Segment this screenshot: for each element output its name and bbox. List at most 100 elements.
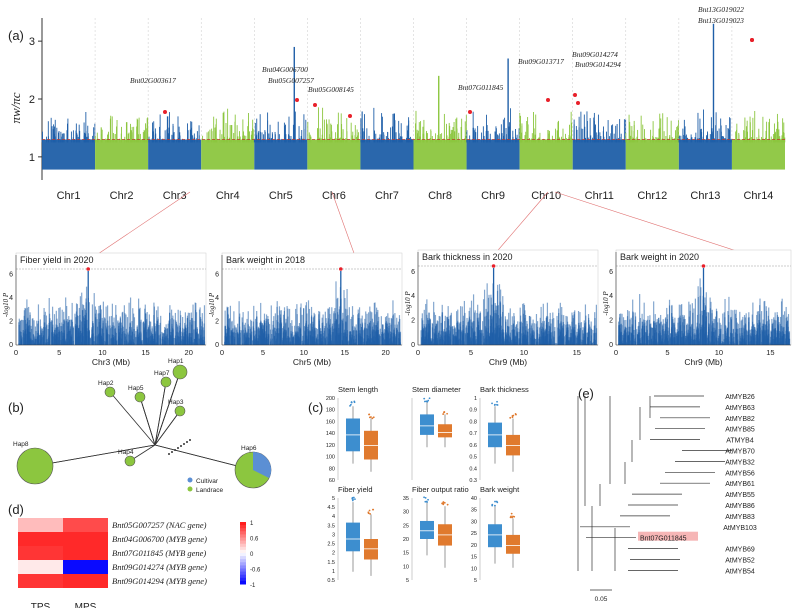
sub-point xyxy=(314,341,316,345)
sub-point xyxy=(201,321,203,345)
sub-point xyxy=(514,337,516,345)
sub-point xyxy=(22,320,24,345)
sub-point xyxy=(31,318,33,345)
sub-point xyxy=(155,343,157,345)
sub-point xyxy=(312,317,314,345)
sub-point xyxy=(69,330,71,345)
sub-point xyxy=(489,337,491,345)
sub-point xyxy=(422,339,424,345)
chromosome-band-chr4 xyxy=(201,108,255,170)
sub-point xyxy=(713,323,715,345)
sub-point xyxy=(318,320,320,345)
sub-point xyxy=(92,323,94,345)
sub-point xyxy=(543,320,545,345)
network-node-hap3 xyxy=(174,405,186,417)
sub-point xyxy=(529,327,531,345)
sub-point xyxy=(681,337,683,345)
color-scale-step xyxy=(240,543,246,548)
sub-point xyxy=(595,328,598,345)
sub-point xyxy=(674,339,676,345)
sub-point xyxy=(696,322,698,345)
sub-peak-marker xyxy=(86,267,90,271)
sub-point xyxy=(48,334,50,345)
sub-point xyxy=(47,329,49,345)
sub-point xyxy=(368,312,370,345)
color-scale-step xyxy=(240,546,246,551)
sub-point xyxy=(444,315,446,345)
sub-point xyxy=(373,335,375,345)
sub-point xyxy=(776,331,778,345)
network-node-label: Hap3 xyxy=(168,399,184,406)
sub-point xyxy=(705,339,707,345)
sub-point xyxy=(165,335,167,345)
sub-point xyxy=(250,334,252,345)
network-mutation-dot xyxy=(168,453,170,455)
boxplot-y-tick-label: 15 xyxy=(471,555,477,561)
sub-point xyxy=(365,311,367,345)
sub-x-tick-label: 5 xyxy=(261,348,265,357)
chromosome-band-chr5 xyxy=(253,46,308,170)
main-manhattan-plot: 1 2 3 πw/πc Chr1 Chr2 Chr3 Chr4 Chr5 Chr6 Chr7 Ch… xyxy=(8,5,786,202)
sub-point xyxy=(455,338,457,345)
boxplot-outlier xyxy=(426,400,429,403)
sub-point xyxy=(325,318,327,345)
tree-leaf-label: AtMYB69 xyxy=(725,547,755,554)
sub-point xyxy=(660,314,662,345)
sub-point xyxy=(639,332,641,345)
sub-point xyxy=(507,333,510,345)
sub-point xyxy=(313,341,315,345)
sub-point xyxy=(687,332,689,345)
sub-y-tick-label: 4 xyxy=(215,295,219,302)
sub-point xyxy=(347,315,349,345)
sub-point xyxy=(376,331,378,345)
tree-highlight xyxy=(638,531,698,541)
chromosome-band-body xyxy=(519,139,573,170)
sub-point xyxy=(725,336,728,345)
sub-point xyxy=(620,341,623,345)
boxplot-title: Bark weight xyxy=(480,485,520,494)
sub-point xyxy=(467,322,469,345)
sub-point xyxy=(63,333,65,345)
network-edge xyxy=(154,410,181,446)
sub-point xyxy=(644,320,646,345)
boxplot-y-tick-label: 2.5 xyxy=(327,542,335,548)
boxplot-outlier xyxy=(495,500,498,503)
sub-point xyxy=(430,338,432,345)
sub-x-tick-label: 10 xyxy=(98,348,106,357)
sub-plot-title: Bark weight in 2018 xyxy=(226,255,305,265)
sub-point xyxy=(670,333,672,345)
sub-point xyxy=(151,328,153,345)
sub-point xyxy=(98,322,100,345)
sub-point xyxy=(186,318,188,345)
sub-point xyxy=(650,327,652,345)
sub-point xyxy=(343,290,345,345)
sub-point xyxy=(521,322,524,345)
gene-annotation-marker xyxy=(576,101,580,105)
sub-manhattan-3: Bark thickness in 2020 -log10 P 0 2 4 6 0 5 10 15… xyxy=(404,249,599,367)
sub-point xyxy=(552,331,554,345)
sub-point xyxy=(639,294,641,345)
sub-point xyxy=(569,337,572,345)
sub-point xyxy=(26,341,28,345)
boxplot-outlier xyxy=(491,504,494,507)
sub-point xyxy=(759,322,761,345)
sub-point xyxy=(626,327,628,345)
boxplot-outlier xyxy=(352,498,354,501)
sub-point xyxy=(142,322,144,345)
boxplot-title: Stem length xyxy=(338,385,378,394)
sub-point xyxy=(272,328,274,345)
sub-point xyxy=(244,327,246,345)
sub-point xyxy=(646,340,649,345)
sub-point xyxy=(666,326,668,345)
sub-point xyxy=(533,339,535,345)
sub-point xyxy=(128,331,131,345)
color-scale-tick-label: -1 xyxy=(250,583,256,589)
sub-point xyxy=(354,326,356,345)
sub-point xyxy=(196,331,198,345)
sub-point xyxy=(635,316,637,345)
sub-point xyxy=(523,339,525,345)
sub-point xyxy=(546,326,548,345)
color-scale-tick-label: -0.6 xyxy=(250,568,261,574)
sub-y-tick-label: 2 xyxy=(215,318,219,325)
